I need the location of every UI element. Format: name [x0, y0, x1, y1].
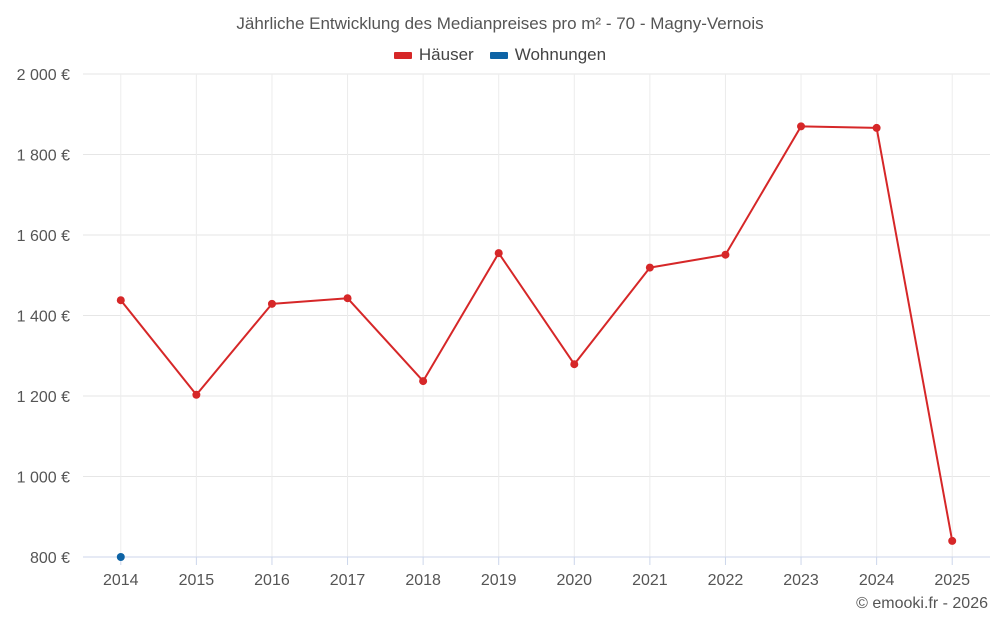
data-point-0	[116, 296, 125, 305]
x-tick-label: 2016	[254, 572, 290, 589]
chart-legend: Häuser Wohnungen	[0, 45, 1000, 65]
x-tick-label: 2024	[859, 572, 895, 589]
data-point-0	[797, 122, 806, 131]
legend-swatch-haeuser	[393, 51, 412, 59]
y-tick-label: 1 000 €	[17, 470, 70, 487]
legend-label-wohnungen: Wohnungen	[514, 45, 607, 64]
x-tick-label: 2019	[481, 572, 517, 589]
y-tick-label: 1 400 €	[17, 309, 70, 326]
y-tick-label: 800 €	[30, 550, 70, 567]
x-tick-label: 2021	[632, 572, 668, 589]
y-tick-label: 1 600 €	[17, 228, 70, 245]
data-point-0	[267, 299, 276, 308]
data-point-0	[872, 123, 881, 132]
x-tick-label: 2023	[783, 572, 819, 589]
data-point-0	[192, 390, 201, 399]
y-tick-label: 2 000 €	[17, 67, 70, 84]
x-tick-label: 2018	[405, 572, 441, 589]
data-point-0	[948, 536, 957, 545]
x-tick-label: 2025	[934, 572, 970, 589]
x-tick-label: 2014	[103, 572, 139, 589]
copyright-credit: © emooki.fr - 2026	[856, 595, 988, 612]
data-point-0	[419, 377, 428, 386]
legend-item-wohnungen[interactable]: Wohnungen	[489, 45, 607, 65]
chart-title: Jährliche Entwicklung des Medianpreises …	[236, 14, 764, 33]
series-line-0	[120, 125, 954, 542]
x-tick-label: 2015	[179, 572, 215, 589]
data-point-0	[343, 294, 352, 303]
legend-label-haeuser: Häuser	[418, 45, 474, 64]
x-tick-label: 2020	[556, 572, 592, 589]
data-point-1	[116, 553, 125, 561]
data-point-0	[645, 263, 654, 272]
x-tick-label: 2022	[708, 572, 744, 589]
y-tick-label: 1 200 €	[17, 389, 70, 406]
data-point-0	[494, 249, 503, 258]
x-tick-label: 2017	[330, 572, 366, 589]
data-point-0	[721, 250, 730, 259]
y-tick-label: 1 800 €	[17, 148, 70, 165]
legend-swatch-wohnungen	[489, 51, 508, 59]
data-point-0	[570, 360, 579, 369]
legend-item-haeuser[interactable]: Häuser	[393, 45, 474, 65]
